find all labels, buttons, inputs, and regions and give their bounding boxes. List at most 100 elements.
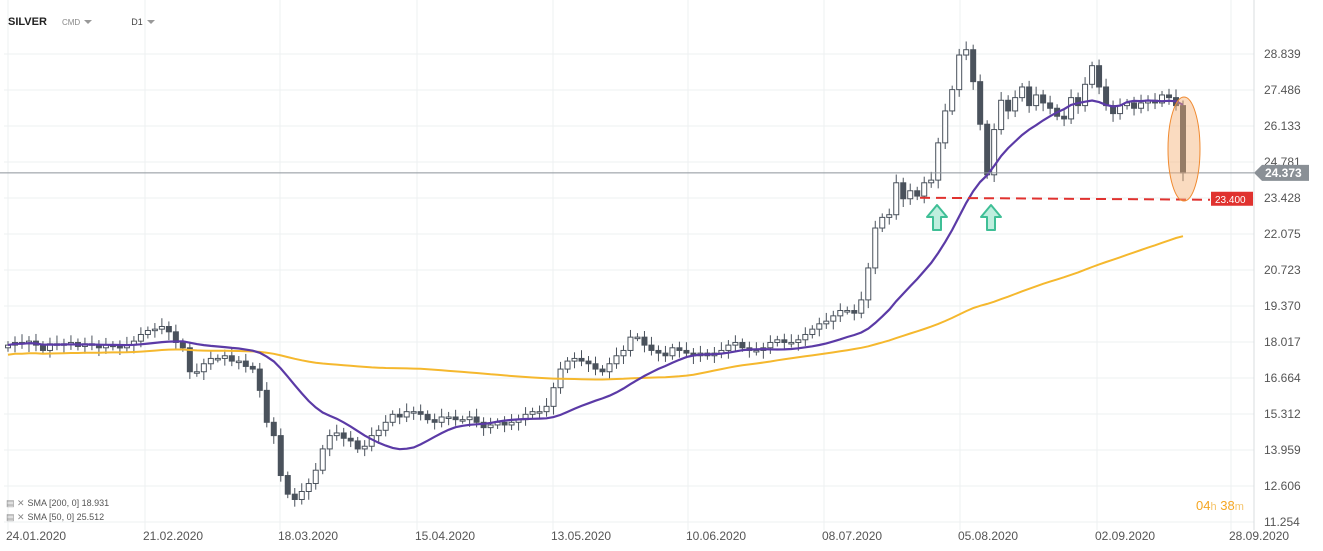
candle-body <box>1082 83 1089 107</box>
support-label: 23.400 <box>1215 195 1246 206</box>
candle-body <box>1138 102 1145 109</box>
timer-minutes: 38 <box>1220 498 1235 513</box>
y-tick-label: 11.254 <box>1264 515 1300 529</box>
candle-body <box>1166 94 1173 99</box>
candle-body <box>1012 97 1019 112</box>
x-tick-label: 15.04.2020 <box>415 529 475 543</box>
candle-body <box>382 421 389 431</box>
candle-body <box>767 341 774 349</box>
candle-body <box>536 411 543 414</box>
candle-body <box>284 475 291 495</box>
y-tick-label: 13.959 <box>1264 443 1301 457</box>
candle-body <box>193 371 200 374</box>
candle-body <box>781 339 788 343</box>
candle-body <box>298 491 305 500</box>
symbol-label[interactable]: SILVER <box>8 16 47 28</box>
candle-body <box>963 49 970 56</box>
candle-body <box>529 411 536 415</box>
x-tick-label: 28.09.2020 <box>1229 529 1289 543</box>
candle-body <box>1040 94 1047 104</box>
candle-body <box>613 355 620 365</box>
y-tick-label: 28.839 <box>1264 47 1301 61</box>
candle-body <box>977 81 984 125</box>
x-tick-label: 24.01.2020 <box>6 529 66 543</box>
candle-body <box>816 323 823 330</box>
candle-body <box>669 347 676 357</box>
candle-body <box>5 344 11 349</box>
candle-body <box>501 421 508 426</box>
x-tick-label: 18.03.2020 <box>278 529 338 543</box>
candle-body <box>1026 86 1033 107</box>
timeframe-selector[interactable]: D1 <box>131 17 143 27</box>
sma-settings-icon[interactable]: ▤ ✕ <box>6 498 25 508</box>
candle-body <box>445 416 452 419</box>
candle-body <box>795 339 802 343</box>
candle-body <box>844 310 851 313</box>
candle-body <box>739 341 746 349</box>
x-tick-label: 08.07.2020 <box>822 529 882 543</box>
candle-body <box>949 89 956 112</box>
candle-body <box>571 357 578 362</box>
candle-body <box>851 310 858 314</box>
candle-body <box>900 182 907 200</box>
candle-body <box>725 344 732 351</box>
legend-sma200-label: SMA [200, 0] 18.931 <box>27 498 110 508</box>
candle-body <box>921 182 928 197</box>
candle-body <box>564 360 571 370</box>
candle-body <box>935 142 942 181</box>
candle-body <box>1131 102 1138 109</box>
candle-body <box>984 123 991 176</box>
x-tick-label: 02.09.2020 <box>1095 529 1155 543</box>
candle-body <box>858 299 865 314</box>
candle-body <box>683 349 690 354</box>
candle-body <box>305 483 312 493</box>
current-price-tag <box>1254 164 1309 181</box>
y-tick-label: 26.133 <box>1264 119 1301 133</box>
candle-body <box>452 416 459 421</box>
candle-body <box>620 349 627 357</box>
candle-body <box>375 429 382 437</box>
highlight-ellipse <box>1167 96 1201 202</box>
support-tag <box>1211 191 1253 206</box>
candle-countdown-timer: 04h 38m <box>1196 498 1244 513</box>
candle-body <box>424 413 431 421</box>
candle-body <box>914 190 921 197</box>
candle-body <box>116 345 123 349</box>
candle-body <box>788 341 795 345</box>
timer-minutes-unit: m <box>1234 501 1244 513</box>
chevron-down-icon[interactable] <box>84 20 93 25</box>
x-tick-label: 10.06.2020 <box>686 529 746 543</box>
legend-sma50: ▤ ✕ SMA [50, 0] 25.512 <box>6 512 104 523</box>
candle-body <box>508 421 515 426</box>
candle-body <box>1061 115 1068 120</box>
candle-body <box>585 360 592 365</box>
candle-body <box>809 328 816 335</box>
candle-body <box>942 110 949 144</box>
candle-body <box>39 344 46 351</box>
candle-body <box>333 432 340 437</box>
instrument-type-selector[interactable]: CMD <box>61 18 81 27</box>
candle-body <box>207 357 214 365</box>
chevron-down-icon[interactable] <box>146 20 155 25</box>
sma-settings-icon[interactable]: ▤ ✕ <box>6 512 25 522</box>
candle-body <box>242 360 249 367</box>
y-tick-label: 19.370 <box>1264 299 1301 313</box>
candle-body <box>1103 86 1110 107</box>
candle-body <box>865 267 872 301</box>
timer-hours: 04 <box>1196 498 1211 513</box>
candle-body <box>144 329 151 335</box>
current-price-label: 24.373 <box>1265 166 1302 180</box>
candle-body <box>928 179 935 184</box>
candle-body <box>214 357 221 361</box>
candle-body <box>389 413 396 423</box>
candle-body <box>151 328 158 332</box>
candle-body <box>648 344 655 351</box>
candle-body <box>158 325 165 330</box>
candle-body <box>221 355 228 359</box>
candle-body <box>641 336 648 346</box>
candle-body <box>732 341 739 346</box>
y-tick-label: 12.606 <box>1264 479 1301 493</box>
candle-body <box>165 325 172 333</box>
candle-body <box>893 182 900 216</box>
